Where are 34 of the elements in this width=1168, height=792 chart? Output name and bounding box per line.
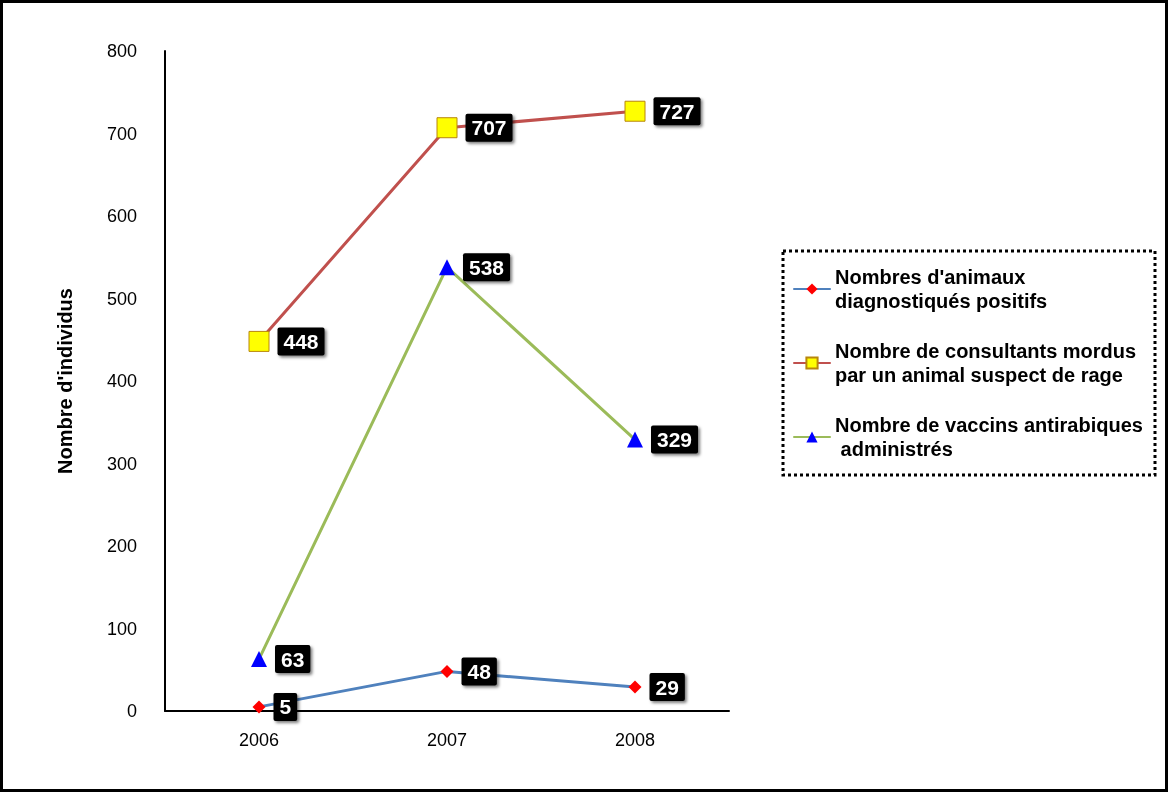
y-tick-label: 600 (106, 206, 137, 226)
y-axis-title: Nombre d'individus (54, 288, 76, 474)
point (627, 431, 643, 448)
y-tick-label: 300 (106, 453, 137, 474)
point (440, 664, 454, 678)
point (624, 100, 646, 122)
point (252, 700, 266, 714)
y-tick-label: 400 (106, 371, 137, 391)
point (251, 651, 267, 668)
point (436, 117, 458, 139)
data-label: 448 (283, 329, 319, 353)
legend-label: Nombre de consultants mordus par un animal suspect de rage (835, 340, 1142, 386)
point (628, 680, 642, 694)
y-tick-label: 700 (106, 123, 137, 144)
data-label: 5 (279, 695, 292, 719)
data-label: 538 (469, 255, 505, 279)
legend-label: Nombres d'animaux diagnostiqués positifs (835, 266, 1048, 312)
legend-label: Nombre de vaccins antirabiques administrés (835, 414, 1143, 460)
y-tick-label: 500 (106, 288, 137, 309)
y-tick-label: 800 (106, 41, 137, 61)
x-tick-label: 2008 (614, 730, 656, 750)
data-label: 727 (659, 99, 695, 123)
data-label: 29 (655, 675, 679, 699)
y-tick-label: 100 (106, 618, 137, 639)
data-label: 48 (467, 659, 492, 683)
data-label: 329 (657, 428, 693, 452)
data-label: 63 (281, 647, 305, 671)
x-tick-label: 2007 (426, 730, 468, 750)
y-tick-label: 0 (126, 701, 137, 721)
point (439, 259, 455, 276)
point (248, 330, 270, 352)
data-label: 707 (471, 116, 507, 140)
x-tick-label: 2006 (238, 730, 280, 750)
y-tick-label: 200 (106, 536, 137, 556)
